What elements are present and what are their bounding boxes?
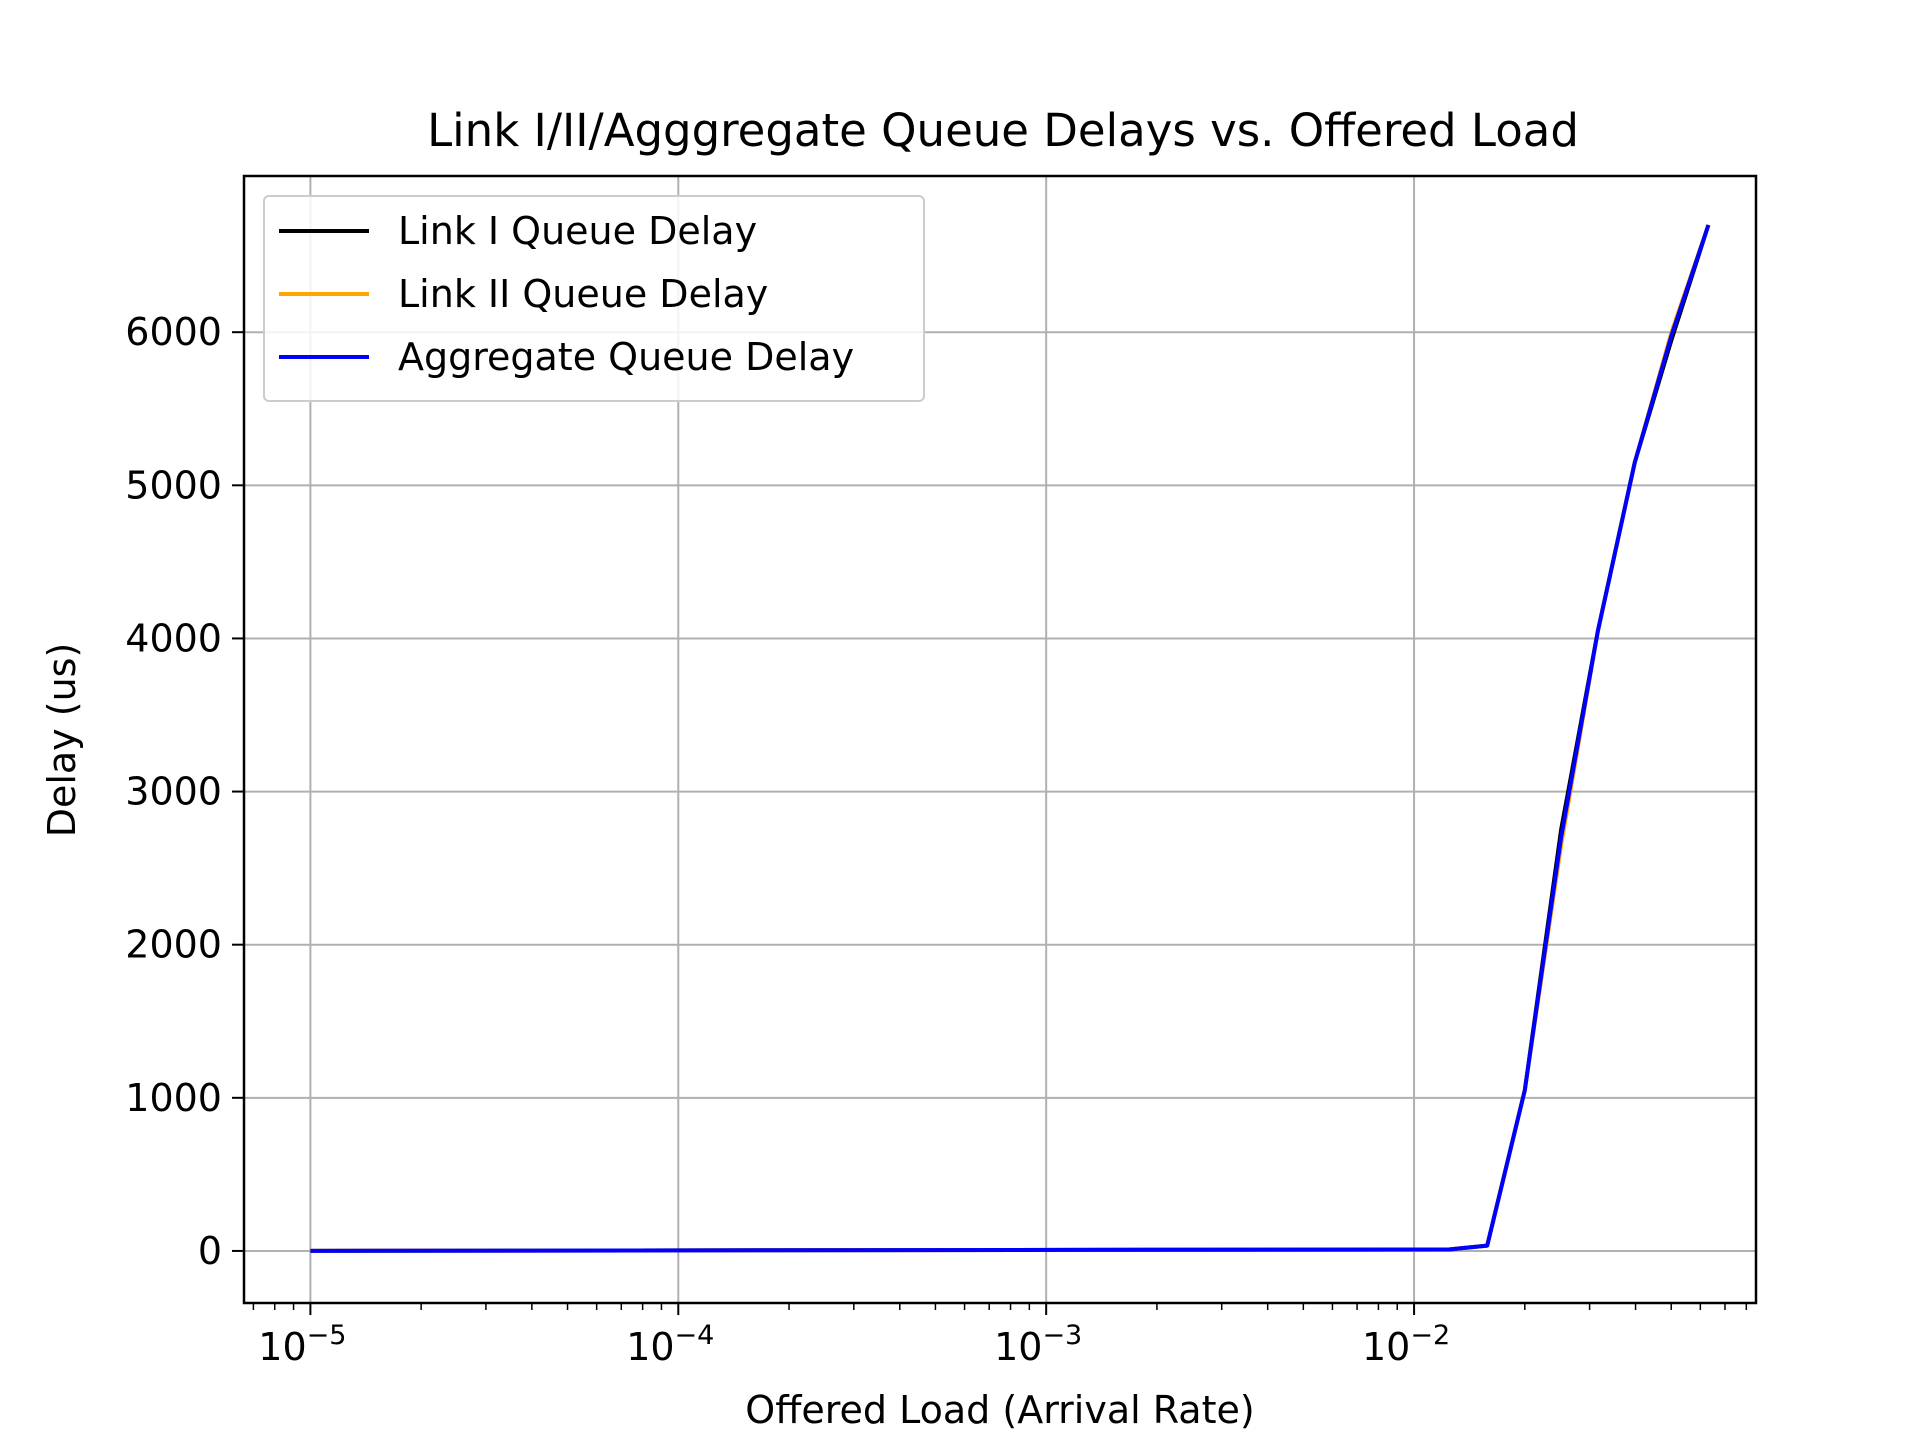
legend-entries: Link I Queue Delay Link II Queue Delay Agg…: [279, 209, 854, 379]
x-tick-label: 10−3: [994, 1320, 1082, 1369]
series-line: [310, 224, 1711, 1253]
legend: Link I Queue Delay Link II Queue Delay Agg…: [263, 195, 925, 402]
y-tick-label: 0: [198, 1229, 222, 1273]
legend-label: Link II Queue Delay: [398, 272, 768, 316]
x-tick-label: 10−2: [1362, 1320, 1450, 1369]
y-tick-label: 6000: [125, 310, 222, 354]
chart-title: Link I/II/Agggregate Queue Delays vs. Of…: [427, 104, 1579, 157]
legend-label: Aggregate Queue Delay: [398, 335, 854, 379]
x-tick-label: 10−5: [258, 1320, 346, 1369]
y-axis-label: Delay (us): [40, 643, 84, 838]
legend-label: Link I Queue Delay: [398, 209, 757, 253]
y-tick-label: 1000: [125, 1076, 222, 1120]
series-lines: [310, 224, 1711, 1253]
x-tick-label: 10−4: [626, 1320, 714, 1369]
y-tick-label: 4000: [125, 616, 222, 660]
y-tick-label: 3000: [125, 770, 222, 814]
x-axis-label: Offered Load (Arrival Rate): [745, 1388, 1254, 1432]
legend-box: [263, 195, 925, 402]
y-tick-label: 2000: [125, 923, 222, 967]
y-tick-label: 5000: [125, 463, 222, 507]
tick-labels: 10−5 10−4 10−3 10−2 0 1000 2000 3000 4000 5000 600…: [125, 310, 1450, 1369]
ticks: [232, 331, 1748, 1315]
plot-frame: [242, 174, 1758, 1305]
